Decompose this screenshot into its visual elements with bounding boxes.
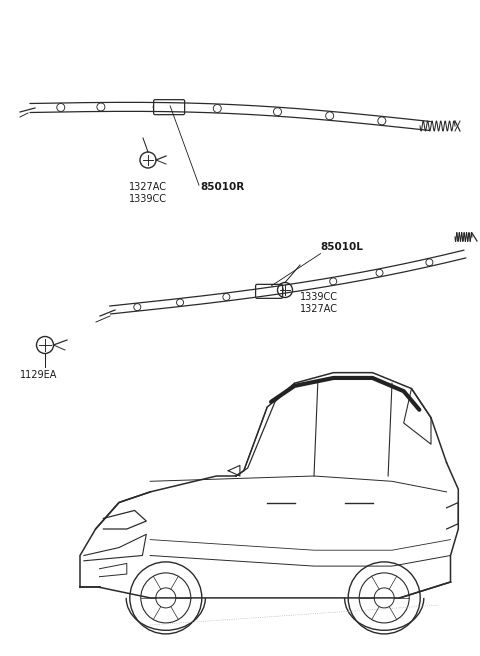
Text: 85010R: 85010R: [200, 182, 244, 192]
FancyBboxPatch shape: [154, 100, 185, 115]
FancyBboxPatch shape: [255, 284, 283, 298]
Text: 1339CC: 1339CC: [300, 292, 338, 302]
Text: 1327AC: 1327AC: [129, 182, 167, 192]
Text: 1129EA: 1129EA: [20, 370, 58, 380]
Text: 85010L: 85010L: [320, 242, 363, 252]
Text: 1327AC: 1327AC: [300, 304, 338, 314]
Text: 1339CC: 1339CC: [129, 194, 167, 204]
